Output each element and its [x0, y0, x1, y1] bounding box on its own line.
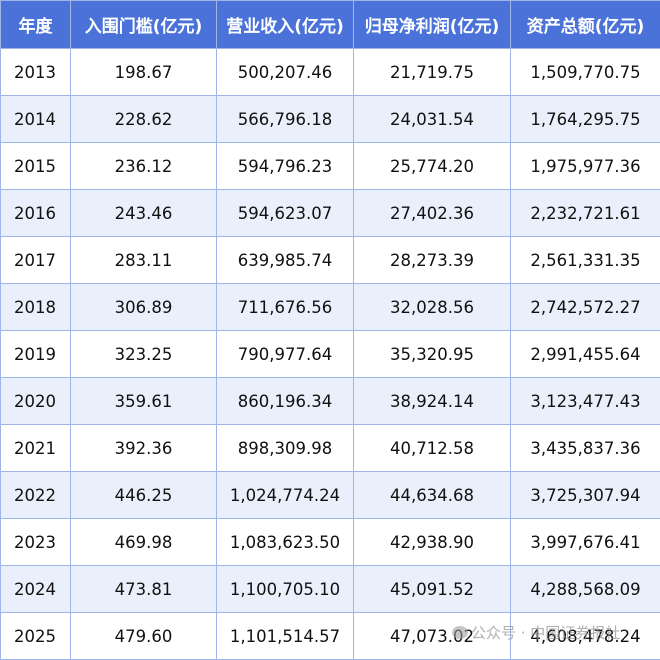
cell-revenue: 500,207.46 — [216, 48, 354, 96]
cell-threshold: 323.25 — [70, 330, 217, 378]
cell-total-assets: 2,991,455.64 — [510, 330, 660, 378]
header-total-assets: 资产总额(亿元) — [510, 0, 660, 49]
cell-threshold: 473.81 — [70, 565, 217, 613]
header-year: 年度 — [0, 0, 71, 49]
header-threshold: 入围门槛(亿元) — [70, 0, 217, 49]
cell-net-profit: 27,402.36 — [353, 189, 511, 237]
cell-total-assets: 4,288,568.09 — [510, 565, 660, 613]
header-net-profit: 归母净利润(亿元) — [353, 0, 511, 49]
table-row: 2013 198.67 500,207.46 21,719.75 1,509,770.7… — [0, 48, 660, 96]
cell-threshold: 236.12 — [70, 142, 217, 190]
cell-total-assets: 3,123,477.43 — [510, 377, 660, 425]
cell-net-profit: 45,091.52 — [353, 565, 511, 613]
table-row: 2014 228.62 566,796.18 24,031.54 1,764,295.7… — [0, 95, 660, 143]
cell-threshold: 306.89 — [70, 283, 217, 331]
header-revenue: 营业收入(亿元) — [216, 0, 354, 49]
cell-net-profit: 44,634.68 — [353, 471, 511, 519]
table-row: 2017 283.11 639,985.74 28,273.39 2,561,331.3… — [0, 236, 660, 284]
cell-total-assets: 3,997,676.41 — [510, 518, 660, 566]
cell-year: 2025 — [0, 612, 71, 660]
cell-threshold: 392.36 — [70, 424, 217, 472]
cell-total-assets: 4,608,478.24 — [510, 612, 660, 660]
cell-total-assets: 1,764,295.75 — [510, 95, 660, 143]
cell-revenue: 639,985.74 — [216, 236, 354, 284]
table-row: 2020 359.61 860,196.34 38,924.14 3,123,477.4… — [0, 377, 660, 425]
cell-net-profit: 32,028.56 — [353, 283, 511, 331]
cell-threshold: 283.11 — [70, 236, 217, 284]
cell-revenue: 1,100,705.10 — [216, 565, 354, 613]
cell-threshold: 479.60 — [70, 612, 217, 660]
cell-threshold: 198.67 — [70, 48, 217, 96]
cell-total-assets: 3,435,837.36 — [510, 424, 660, 472]
cell-year: 2016 — [0, 189, 71, 237]
cell-revenue: 1,083,623.50 — [216, 518, 354, 566]
cell-year: 2021 — [0, 424, 71, 472]
table-header: 年度 入围门槛(亿元) 营业收入(亿元) 归母净利润(亿元) 资产总额(亿元) — [0, 0, 660, 49]
table-row: 2019 323.25 790,977.64 35,320.95 2,991,455.6… — [0, 330, 660, 378]
cell-revenue: 790,977.64 — [216, 330, 354, 378]
cell-year: 2014 — [0, 95, 71, 143]
cell-revenue: 1,101,514.57 — [216, 612, 354, 660]
cell-net-profit: 40,712.58 — [353, 424, 511, 472]
table-row: 2016 243.46 594,623.07 27,402.36 2,232,721.6… — [0, 189, 660, 237]
cell-total-assets: 2,561,331.35 — [510, 236, 660, 284]
cell-net-profit: 25,774.20 — [353, 142, 511, 190]
cell-total-assets: 1,975,977.36 — [510, 142, 660, 190]
cell-threshold: 359.61 — [70, 377, 217, 425]
cell-threshold: 469.98 — [70, 518, 217, 566]
cell-year: 2015 — [0, 142, 71, 190]
cell-net-profit: 28,273.39 — [353, 236, 511, 284]
cell-total-assets: 2,232,721.61 — [510, 189, 660, 237]
cell-net-profit: 35,320.95 — [353, 330, 511, 378]
table-body: 2013 198.67 500,207.46 21,719.75 1,509,770.7… — [0, 48, 660, 660]
cell-year: 2018 — [0, 283, 71, 331]
cell-revenue: 566,796.18 — [216, 95, 354, 143]
cell-net-profit: 24,031.54 — [353, 95, 511, 143]
cell-year: 2017 — [0, 236, 71, 284]
cell-year: 2020 — [0, 377, 71, 425]
cell-revenue: 594,796.23 — [216, 142, 354, 190]
table-row: 2021 392.36 898,309.98 40,712.58 3,435,837.3… — [0, 424, 660, 472]
cell-net-profit: 42,938.90 — [353, 518, 511, 566]
table-row: 2023 469.98 1,083,623.50 42,938.90 3,997,676… — [0, 518, 660, 566]
cell-net-profit: 38,924.14 — [353, 377, 511, 425]
cell-revenue: 594,623.07 — [216, 189, 354, 237]
cell-total-assets: 2,742,572.27 — [510, 283, 660, 331]
table-row: 2025 479.60 1,101,514.57 47,073.02 4,608,478… — [0, 612, 660, 660]
cell-revenue: 711,676.56 — [216, 283, 354, 331]
cell-threshold: 228.62 — [70, 95, 217, 143]
table-row: 2024 473.81 1,100,705.10 45,091.52 4,288,568… — [0, 565, 660, 613]
cell-year: 2013 — [0, 48, 71, 96]
table-row: 2018 306.89 711,676.56 32,028.56 2,742,572.2… — [0, 283, 660, 331]
cell-revenue: 898,309.98 — [216, 424, 354, 472]
table-row: 2015 236.12 594,796.23 25,774.20 1,975,977.3… — [0, 142, 660, 190]
table-row: 2022 446.25 1,024,774.24 44,634.68 3,725,307… — [0, 471, 660, 519]
cell-year: 2023 — [0, 518, 71, 566]
cell-year: 2019 — [0, 330, 71, 378]
cell-threshold: 446.25 — [70, 471, 217, 519]
header-row: 年度 入围门槛(亿元) 营业收入(亿元) 归母净利润(亿元) 资产总额(亿元) — [0, 0, 660, 49]
cell-total-assets: 1,509,770.75 — [510, 48, 660, 96]
cell-year: 2024 — [0, 565, 71, 613]
cell-total-assets: 3,725,307.94 — [510, 471, 660, 519]
cell-year: 2022 — [0, 471, 71, 519]
cell-threshold: 243.46 — [70, 189, 217, 237]
cell-net-profit: 47,073.02 — [353, 612, 511, 660]
cell-revenue: 1,024,774.24 — [216, 471, 354, 519]
cell-revenue: 860,196.34 — [216, 377, 354, 425]
cell-net-profit: 21,719.75 — [353, 48, 511, 96]
